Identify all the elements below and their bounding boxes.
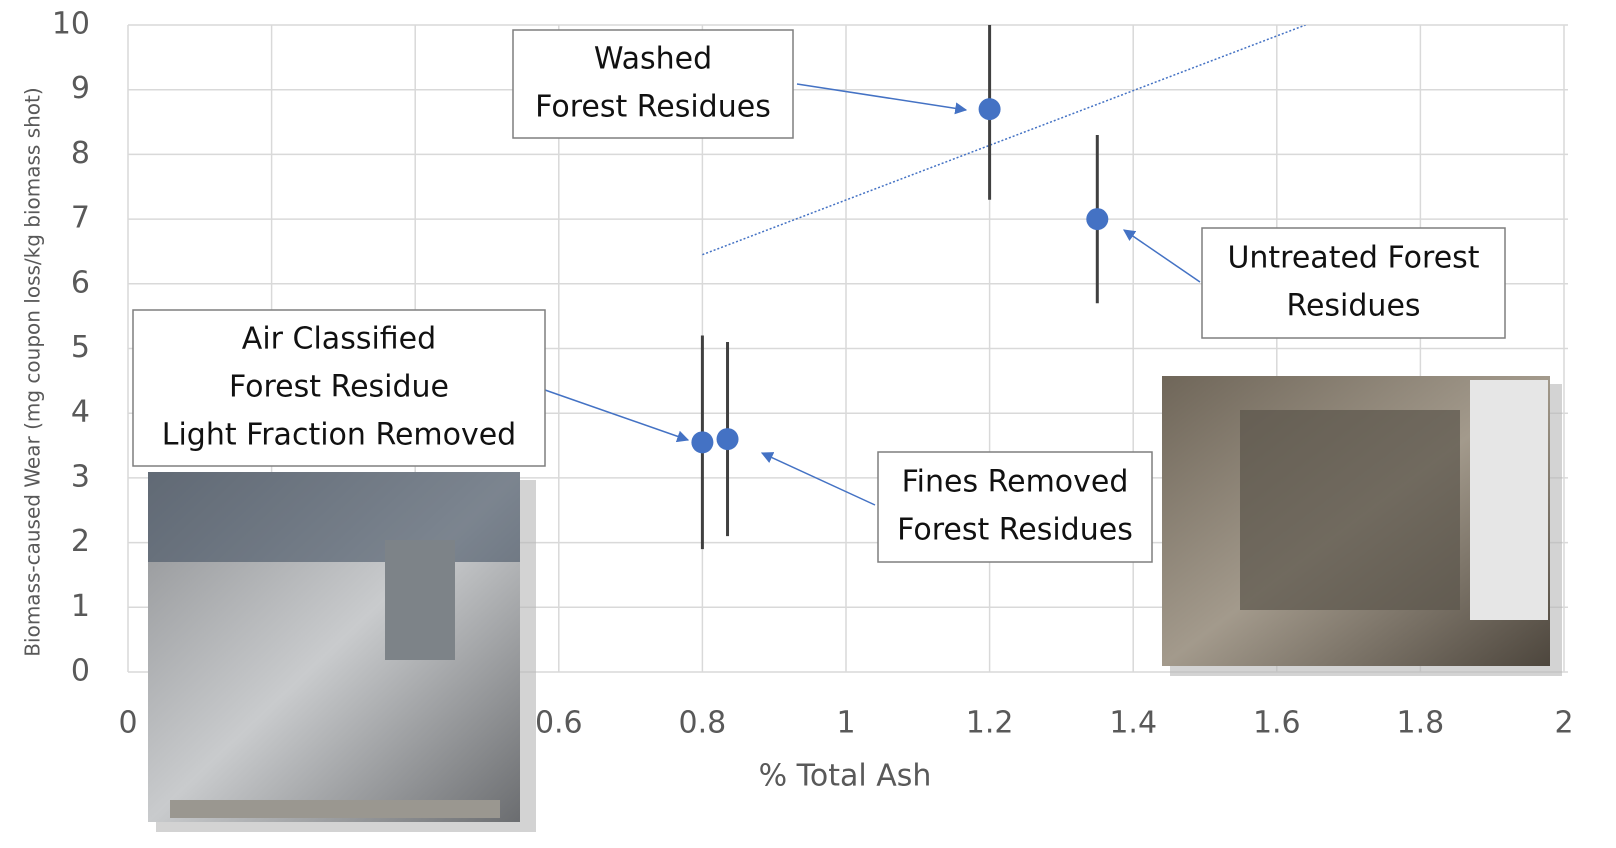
annotation-arrow <box>1124 230 1200 282</box>
y-tick-label: 4 <box>71 395 90 430</box>
data-point <box>979 98 1001 120</box>
annotation: Air Classified Forest Residue Light Fracti… <box>133 310 688 466</box>
annotation: Washed Forest Residues <box>513 30 966 138</box>
y-tick-label: 0 <box>71 654 90 689</box>
photo-detail <box>170 800 500 818</box>
annotation-text: Air Classified <box>242 322 436 357</box>
annotation-text: Light Fraction Removed <box>162 418 516 453</box>
page: {"chart_data": { "type": "scatter", "x_l… <box>0 0 1616 848</box>
photo-detail <box>148 472 520 562</box>
data-point <box>691 431 713 453</box>
annotation-text: Forest Residues <box>897 513 1133 548</box>
annotation-arrow <box>762 453 875 505</box>
photo-detail <box>385 540 455 660</box>
x-tick-label: 1.6 <box>1253 706 1301 741</box>
y-tick-label: 1 <box>71 589 90 624</box>
x-tick-label: 2 <box>1554 706 1573 741</box>
x-tick-label: 1.4 <box>1109 706 1157 741</box>
data-point <box>717 428 739 450</box>
annotation-text: Residues <box>1286 289 1420 324</box>
photo-detail <box>1470 380 1548 620</box>
y-tick-label: 8 <box>71 136 90 171</box>
x-tick-label: 0 <box>118 706 137 741</box>
x-tick-label: 0.8 <box>679 706 727 741</box>
y-tick-label: 5 <box>71 330 90 365</box>
y-axis-label: Biomass-caused Wear (mg coupon loss/kg b… <box>21 87 45 656</box>
annotation: Untreated Forest Residues <box>1124 228 1505 338</box>
y-tick-label: 9 <box>71 71 90 106</box>
data-point <box>1086 208 1108 230</box>
annotation-text: Forest Residue <box>229 370 449 405</box>
chart: 01234567891000.20.40.60.811.21.41.61.82W… <box>0 0 1616 848</box>
x-axis-label: % Total Ash <box>759 759 932 794</box>
x-tick-label: 0.6 <box>535 706 583 741</box>
annotation-text: Untreated Forest <box>1227 241 1479 276</box>
annotation-text: Fines Removed <box>902 465 1129 500</box>
y-tick-label: 2 <box>71 524 90 559</box>
x-tick-label: 1 <box>836 706 855 741</box>
annotation-arrow <box>797 84 966 110</box>
photo-detail <box>1240 410 1460 610</box>
x-tick-label: 1.8 <box>1397 706 1445 741</box>
annotation: Fines Removed Forest Residues <box>762 452 1152 562</box>
annotation-text: Washed <box>594 42 712 77</box>
y-tick-label: 7 <box>71 201 90 236</box>
annotation-text: Forest Residues <box>535 90 771 125</box>
annotation-arrow <box>545 390 688 440</box>
x-tick-label: 1.2 <box>966 706 1014 741</box>
y-tick-label: 10 <box>52 7 90 42</box>
y-tick-label: 6 <box>71 265 90 300</box>
y-tick-label: 3 <box>71 459 90 494</box>
